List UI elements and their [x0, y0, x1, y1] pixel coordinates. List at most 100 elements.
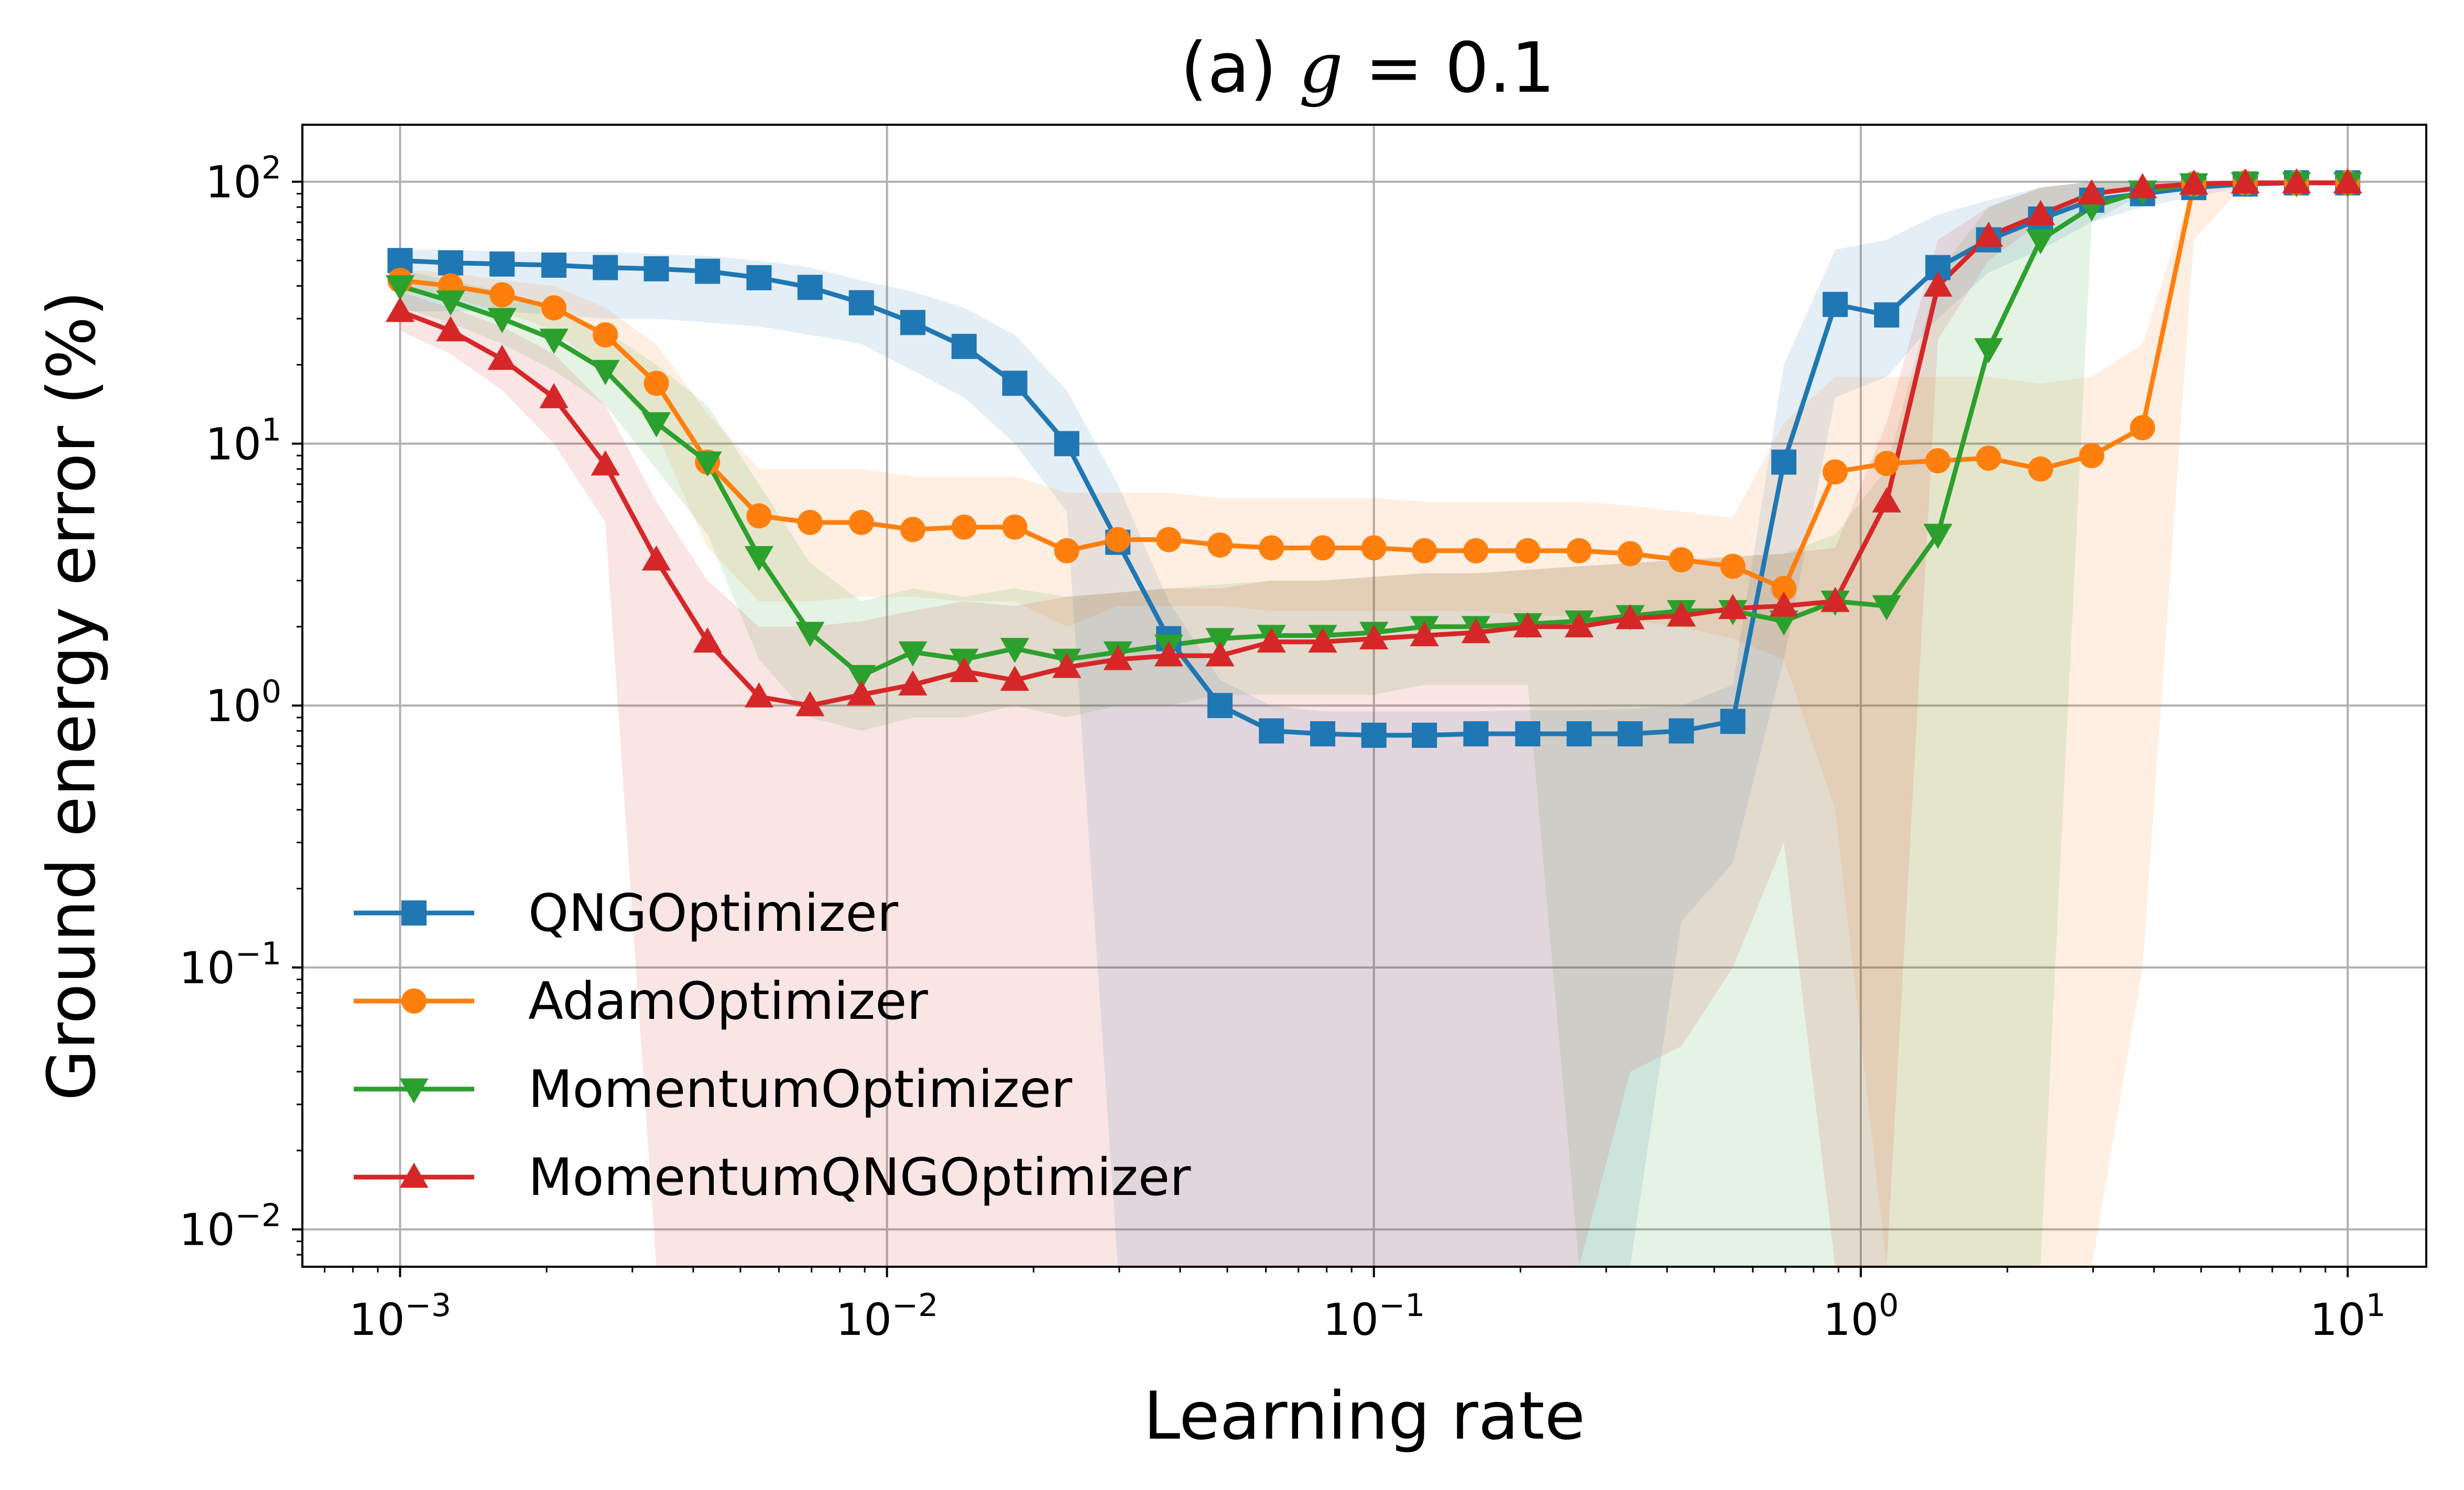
data-point: [1463, 721, 1489, 747]
data-point: [2026, 200, 2055, 225]
data-point: [1769, 610, 1798, 636]
data-point: [1823, 291, 1848, 317]
data-point: [746, 265, 772, 290]
data-point: [1000, 638, 1030, 664]
data-point: [1720, 553, 1746, 579]
data-point: [1310, 535, 1336, 561]
data-point: [539, 383, 569, 408]
x-tick-label: 101: [2310, 1287, 2386, 1345]
x-tick-label: 10−2: [836, 1287, 938, 1345]
data-point: [795, 691, 825, 716]
data-point: [1205, 641, 1235, 667]
legend-marker: [401, 988, 427, 1014]
data-point: [436, 290, 465, 316]
data-point: [1669, 718, 1694, 744]
data-point: [541, 252, 567, 278]
y-axis-label: Ground energy error (%): [33, 291, 110, 1101]
data-point: [2026, 229, 2055, 255]
data-point: [644, 371, 669, 396]
data-point: [1771, 575, 1797, 601]
data-point: [951, 514, 977, 540]
data-point: [1974, 221, 2003, 247]
legend: QNGOptimizer AdamOptimizer MomentumOptimiz…: [354, 884, 1191, 1208]
data-point: [848, 509, 874, 535]
data-point: [2128, 173, 2157, 199]
legend-marker: [401, 900, 427, 926]
x-axis-label: Learning rate: [1143, 1377, 1585, 1454]
y-tick-label: 10−2: [179, 1198, 281, 1256]
data-point: [847, 680, 876, 705]
data-point: [847, 665, 876, 690]
data-point: [744, 546, 774, 571]
data-point: [1771, 449, 1797, 475]
data-point: [1310, 721, 1336, 747]
data-point: [898, 670, 928, 696]
data-point: [1923, 524, 1953, 549]
data-point: [438, 250, 463, 276]
data-point: [795, 622, 825, 647]
data-point: [1257, 627, 1286, 653]
data-point: [2179, 169, 2209, 195]
data-point: [797, 509, 823, 535]
data-point: [1718, 594, 1748, 619]
data-point: [1412, 538, 1437, 563]
plot-frame: [301, 124, 2427, 1268]
confidence-band: [400, 181, 2348, 1267]
data-point: [1925, 448, 1951, 474]
grid: [302, 125, 2426, 1267]
data-point: [593, 322, 618, 348]
data-point: [385, 297, 415, 322]
data-point: [1259, 535, 1284, 561]
data-point: [1359, 624, 1389, 650]
data-point: [900, 517, 925, 542]
legend-label: MomentumOptimizer: [528, 1060, 1073, 1119]
data-point: [1616, 604, 1645, 629]
legend-marker: [399, 1162, 429, 1188]
data-point: [1461, 618, 1491, 644]
data-point: [1412, 722, 1437, 748]
y-tick-label: 10−1: [179, 936, 281, 994]
data-point: [1823, 459, 1848, 485]
data-point: [641, 412, 671, 438]
data-point: [1564, 612, 1594, 638]
data-point: [2130, 415, 2155, 441]
legend-label: AdamOptimizer: [528, 972, 928, 1031]
data-point: [2333, 168, 2362, 194]
x-tick-label: 10−3: [349, 1287, 451, 1345]
data-point: [848, 290, 874, 316]
data-point: [1976, 445, 2001, 471]
data-point: [1515, 721, 1541, 747]
data-point: [693, 627, 722, 653]
data-point: [1513, 612, 1542, 638]
data-point: [1105, 527, 1131, 552]
data-point: [1308, 627, 1337, 653]
data-point: [591, 360, 620, 385]
x-tick-label: 100: [1823, 1287, 1899, 1345]
data-point: [1054, 538, 1080, 563]
data-point: [1669, 547, 1694, 573]
data-point: [1361, 535, 1387, 561]
data-point: [746, 503, 772, 529]
y-tick-label: 101: [205, 411, 281, 470]
data-point: [1874, 451, 1900, 476]
data-point: [1566, 721, 1592, 747]
data-point: [489, 251, 515, 277]
data-point: [1923, 271, 1953, 297]
data-point: [1872, 487, 1901, 513]
legend-label: QNGOptimizer: [528, 884, 899, 943]
data-point: [1720, 709, 1746, 734]
data-point: [797, 275, 823, 300]
legend-label: MomentumQNGOptimizer: [528, 1148, 1191, 1208]
data-point: [950, 657, 979, 682]
data-point: [1361, 722, 1387, 748]
data-point: [593, 255, 618, 280]
chart-title: (a) g = 0.1: [1181, 28, 1555, 108]
data-point: [487, 308, 517, 333]
data-point: [1769, 591, 1798, 617]
data-point: [1156, 527, 1182, 552]
data-point: [744, 682, 774, 708]
data-point: [1617, 541, 1643, 567]
data-point: [591, 450, 620, 476]
data-point: [1207, 532, 1233, 558]
